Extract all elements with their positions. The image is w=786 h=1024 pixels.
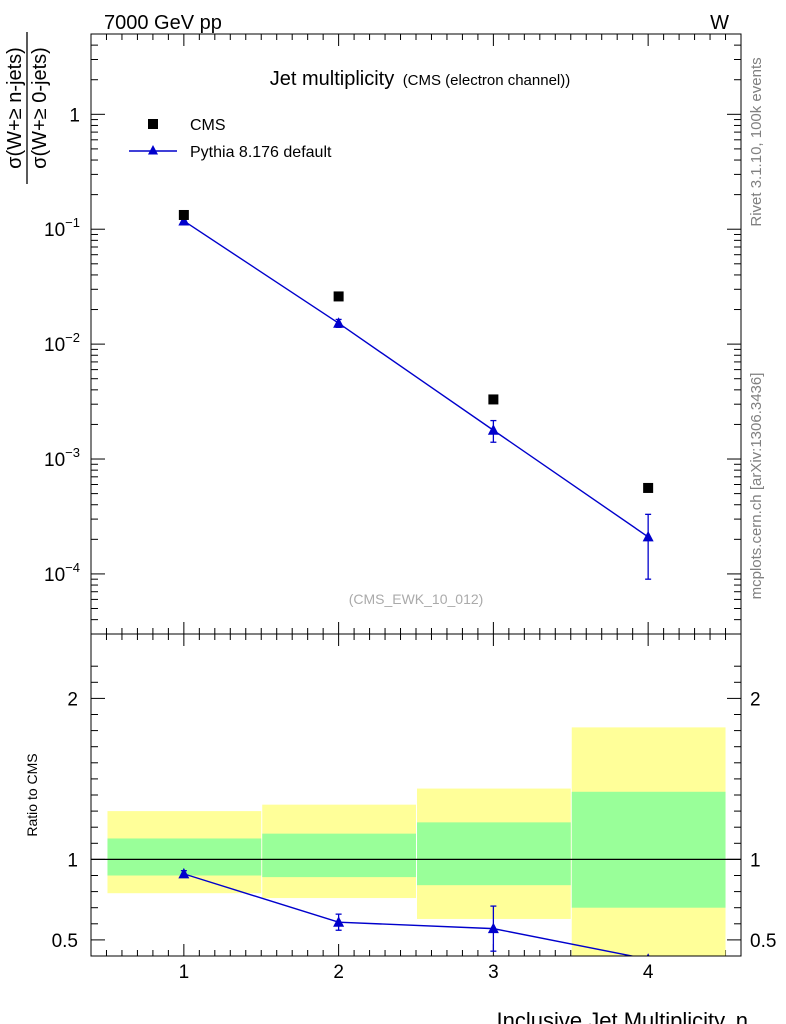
ratio-y-tick-label: 1 bbox=[67, 850, 78, 871]
process-label: W bbox=[710, 12, 729, 34]
analysis-watermark: (CMS_EWK_10_012) bbox=[349, 591, 484, 607]
y-tick-label-base: 10 bbox=[44, 450, 65, 471]
ratio-axis-label: Ratio to CMS bbox=[24, 753, 40, 836]
legend-label-cms: CMS bbox=[190, 117, 226, 134]
pythia-line bbox=[183, 220, 649, 538]
energy-label: 7000 GeV pp bbox=[104, 12, 222, 34]
x-axis-label: Inclusive Jet Multiplicity, n bbox=[497, 1008, 748, 1024]
ratio-y-tick-label-right: 1 bbox=[750, 850, 761, 871]
ratio-pythia-marker bbox=[646, 953, 650, 956]
y-tick-label-base: 10 bbox=[44, 220, 65, 241]
ratio-pythia-marker bbox=[487, 922, 499, 934]
x-tick-label: 4 bbox=[643, 962, 654, 983]
x-tick-label: 1 bbox=[179, 962, 190, 983]
pythia-marker bbox=[333, 317, 345, 328]
legend-marker-pythia bbox=[148, 145, 158, 155]
main-frame bbox=[90, 33, 742, 635]
y-tick-label: 10−3 bbox=[44, 445, 80, 471]
ratio-pythia-line bbox=[183, 873, 636, 956]
rivet-version-label: Rivet 3.1.10, 100k events bbox=[748, 57, 765, 226]
x-tick-label: 2 bbox=[333, 962, 344, 983]
legend-marker-cms bbox=[148, 119, 158, 129]
y-axis-label-denominator: σ(W+≥ 0-jets) bbox=[29, 47, 51, 169]
x-tick-labels: 1 2 3 4 bbox=[179, 962, 654, 983]
pythia-marker bbox=[487, 424, 499, 435]
ratio-band-inner bbox=[262, 833, 416, 878]
chart-subtitle: (CMS (electron channel)) bbox=[403, 72, 571, 89]
y-tick-label-exponent: −3 bbox=[65, 445, 80, 460]
ratio-pythia-marker bbox=[333, 916, 345, 927]
y-tick-label-base: 10 bbox=[44, 335, 65, 356]
ratio-y-tick-label: 2 bbox=[67, 689, 78, 710]
pythia-marker bbox=[178, 214, 190, 226]
chart-title: Jet multiplicity (CMS (electron channel)… bbox=[270, 68, 571, 90]
y-tick-label-exponent: −1 bbox=[65, 215, 80, 230]
ratio-y-tick-label-right: 2 bbox=[750, 689, 761, 710]
ratio-bands bbox=[107, 727, 726, 956]
y-tick-label-exponent: −4 bbox=[65, 560, 80, 575]
y-tick-label: 10−4 bbox=[44, 560, 80, 586]
pythia-marker bbox=[642, 530, 654, 542]
ratio-band-inner bbox=[571, 791, 726, 908]
cms-marker bbox=[178, 209, 189, 220]
legend: CMS Pythia 8.176 default bbox=[129, 117, 332, 161]
cms-marker bbox=[643, 482, 654, 493]
ratio-panel: 2 2 1 1 0.5 0.5 bbox=[52, 633, 776, 957]
y-tick-label: 10−2 bbox=[44, 330, 80, 356]
ratio-y-tick-label-right: 0.5 bbox=[750, 931, 776, 952]
ratio-y-tick-label: 0.5 bbox=[52, 931, 78, 952]
ratio-band-inner bbox=[417, 822, 571, 886]
ratio-pythia-marker bbox=[178, 867, 190, 879]
y-tick-label-exponent: −2 bbox=[65, 330, 80, 345]
y-axis-label-numerator: σ(W+≥ n-jets) bbox=[4, 47, 26, 169]
legend-label-pythia: Pythia 8.176 default bbox=[190, 144, 332, 161]
y-tick-label: 10−1 bbox=[44, 215, 80, 241]
cms-marker bbox=[333, 291, 344, 302]
ratio-pythia bbox=[178, 867, 650, 956]
mcplots-source-label: mcplots.cern.ch [arXiv:1306.3436] bbox=[748, 373, 765, 600]
y-tick-label-base: 10 bbox=[44, 565, 65, 586]
y-tick-label: 1 bbox=[69, 105, 80, 126]
cms-marker bbox=[488, 394, 499, 405]
x-tick-label: 3 bbox=[488, 962, 499, 983]
y-axis-label: σ(W+≥ n-jets) σ(W+≥ 0-jets) bbox=[4, 32, 51, 184]
chart-title-main: Jet multiplicity bbox=[270, 68, 394, 90]
